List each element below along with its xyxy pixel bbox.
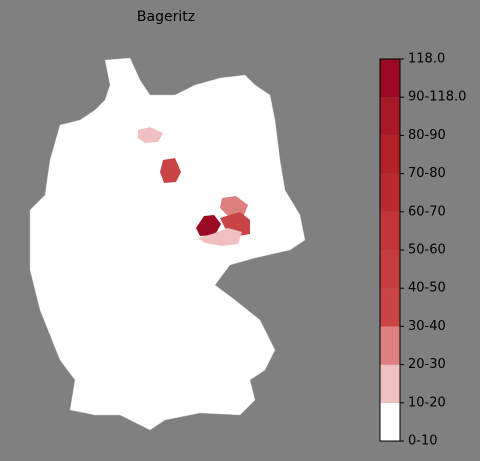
colorbar-segment — [380, 135, 400, 174]
colorbar-segment — [380, 250, 400, 289]
colorbar-segment — [380, 211, 400, 250]
colorbar-segment — [380, 59, 400, 98]
colorbar-label: 90-118.0 — [408, 90, 466, 105]
colorbar-segment — [380, 326, 400, 365]
colorbar-segment — [380, 402, 400, 441]
country-outline — [29, 57, 306, 431]
colorbar: 0-10 10-20 20-30 30-40 40-50 50-60 60-70 70-80 8… — [379, 52, 466, 449]
colorbar-label: 80-90 — [408, 128, 446, 143]
district — [138, 127, 163, 143]
colorbar-label: 10-20 — [408, 395, 446, 410]
colorbar-label: 70-80 — [408, 166, 446, 181]
colorbar-label: 20-30 — [408, 357, 446, 372]
district — [220, 196, 248, 216]
colorbar-segment — [380, 288, 400, 327]
colorbar-segment — [380, 97, 400, 136]
district — [196, 215, 221, 236]
district — [220, 212, 250, 236]
colorbar-label: 118.0 — [408, 52, 445, 67]
colorbar-label: 40-50 — [408, 281, 446, 296]
colorbar-label: 30-40 — [408, 319, 446, 334]
district — [198, 228, 242, 246]
colorbar-label: 60-70 — [408, 204, 446, 219]
colorbar-label: 50-60 — [408, 243, 446, 258]
colorbar-segment — [380, 364, 400, 403]
colorbar-label: 0-10 — [408, 434, 438, 449]
map — [29, 57, 306, 431]
map-title: Bageritz — [137, 9, 195, 25]
colorbar-segment — [380, 173, 400, 212]
district — [160, 158, 181, 183]
